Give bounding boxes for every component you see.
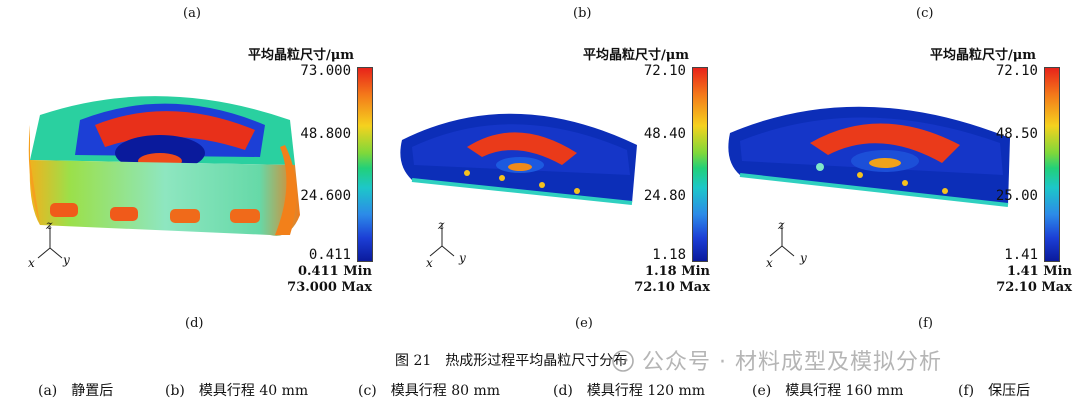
axis-triad-c <box>769 224 795 257</box>
figure-caption: 图 21 热成形过程平均晶粒尺寸分布 <box>395 353 628 369</box>
tick-b-3: 1.18 <box>652 247 686 263</box>
colorbar-c <box>1044 67 1060 262</box>
panel-label-c: (c) <box>916 6 934 21</box>
sub-caption-a: (a) 静置后 <box>38 383 114 399</box>
panel-label-b: (b) <box>573 6 592 21</box>
colorbar-a <box>357 67 373 262</box>
axis-y-a: y <box>63 253 70 267</box>
tick-b-2: 24.80 <box>643 188 686 204</box>
colorbar-title-a: 平均晶粒尺寸/μm <box>248 48 355 63</box>
watermark-text: 公众号 · 材料成型及模拟分析 <box>642 350 942 375</box>
tick-c-3: 1.41 <box>1004 247 1038 263</box>
panel-label-d: (d) <box>185 316 204 331</box>
axis-z-c: z <box>778 218 785 232</box>
max-label-b: 72.10 Max <box>634 280 710 295</box>
axis-y-b: y <box>459 251 466 265</box>
tick-a-3: 0.411 <box>308 247 351 263</box>
min-label-c: 1.41 Min <box>1007 264 1072 279</box>
axis-z-b: z <box>438 218 445 232</box>
tick-c-1: 48.50 <box>995 126 1038 142</box>
min-label-a: 0.411 Min <box>297 264 372 279</box>
tick-c-0: 72.10 <box>995 63 1038 79</box>
colorbar-title-b: 平均晶粒尺寸/μm <box>583 48 690 63</box>
axis-x-c: x <box>766 256 773 270</box>
watermark: 公众号 · 材料成型及模拟分析 <box>612 344 942 376</box>
axis-triad-b <box>429 224 455 257</box>
panel-label-f: (f) <box>918 316 933 331</box>
contour-plot-c <box>728 106 1010 207</box>
tick-a-1: 48.800 <box>300 126 351 142</box>
max-label-c: 72.10 Max <box>996 280 1072 295</box>
contour-plot-b <box>400 113 637 205</box>
axis-triad-a <box>37 226 63 259</box>
sub-caption-c: (c) 模具行程 80 mm <box>358 383 501 399</box>
tick-b-1: 48.40 <box>643 126 686 142</box>
wechat-logo-icon <box>612 350 634 372</box>
min-label-b: 1.18 Min <box>645 264 710 279</box>
panel-label-a: (a) <box>183 6 201 21</box>
sub-caption-b: (b) 模具行程 40 mm <box>165 383 309 399</box>
tick-a-2: 24.600 <box>300 188 351 204</box>
axis-y-c: y <box>800 251 807 265</box>
tick-c-2: 25.00 <box>995 188 1038 204</box>
colorbar-title-c: 平均晶粒尺寸/μm <box>930 48 1037 63</box>
sub-caption-f: (f) 保压后 <box>958 383 1031 399</box>
panel-label-e: (e) <box>575 316 593 331</box>
axis-z-a: z <box>46 218 53 232</box>
tick-b-0: 72.10 <box>643 63 686 79</box>
colorbar-b <box>692 67 708 262</box>
axis-x-b: x <box>426 256 433 270</box>
axis-x-a: x <box>28 256 35 270</box>
tick-a-0: 73.000 <box>300 63 351 79</box>
max-label-a: 73.000 Max <box>287 280 372 295</box>
contour-plot-a <box>28 96 300 236</box>
sub-caption-e: (e) 模具行程 160 mm <box>752 383 904 399</box>
sub-caption-d: (d) 模具行程 120 mm <box>553 383 706 399</box>
